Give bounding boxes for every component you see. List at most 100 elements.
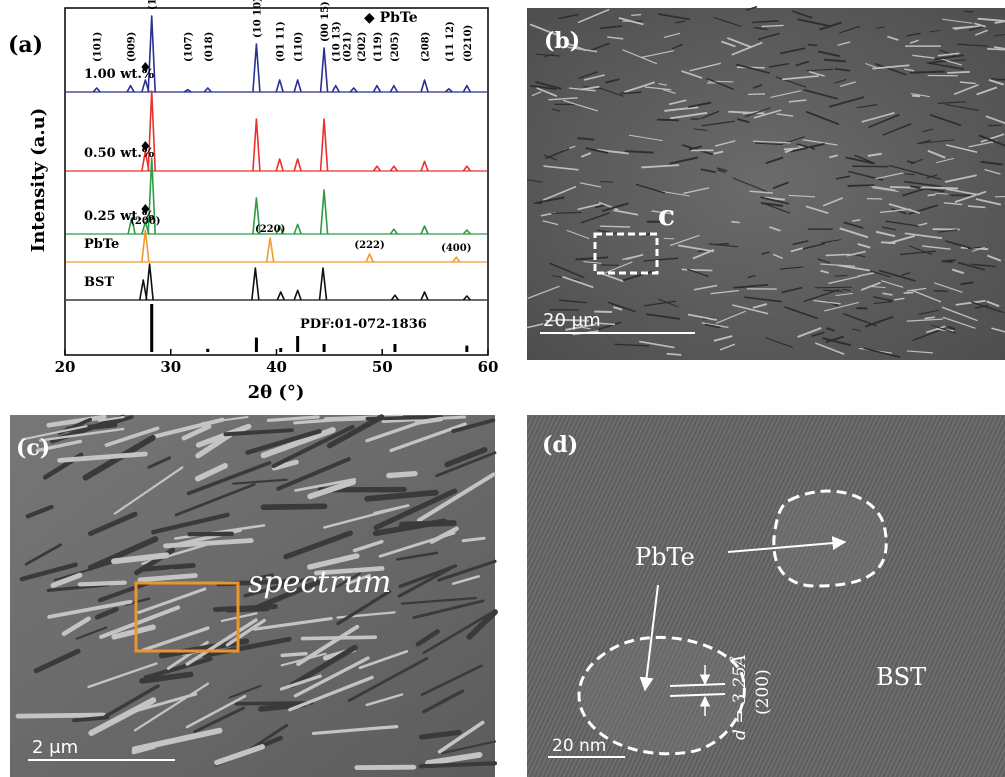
peak [127, 86, 134, 92]
hkl-label: (222) [354, 240, 384, 251]
reference-stick [255, 338, 258, 352]
sem-image [527, 8, 1005, 360]
peak [373, 166, 380, 171]
reference-stick [393, 344, 396, 352]
precipitate-outline [774, 491, 886, 586]
hkl-label: (119) [373, 32, 384, 62]
texture [881, 242, 895, 243]
texture [682, 269, 713, 270]
matrix-label: BST [876, 663, 926, 691]
peak [294, 80, 301, 92]
peak [294, 290, 301, 300]
texture [910, 71, 945, 72]
texture [920, 187, 933, 188]
hkl-label: (400) [441, 243, 471, 254]
texture [808, 45, 817, 46]
peak [146, 264, 153, 300]
texture [657, 120, 679, 121]
spacing-label: d = 3.25Å [729, 654, 750, 740]
x-tick-label: 50 [372, 358, 393, 376]
hkl-label: (200) [130, 216, 160, 227]
series-label: PDF:01-072-1836 [300, 317, 427, 332]
xrd-plot: 20304050601.00 wt.%0.50 wt.%0.25 wt.%PbT… [55, 0, 499, 376]
x-tick-label: 60 [478, 358, 499, 376]
reference-stick [279, 348, 282, 352]
scale-label: 20 μm [543, 310, 601, 331]
figure: (a) ◆ PbTe 2θ (°) Intensity (a.u) 203040… [0, 0, 1005, 777]
peak [421, 80, 428, 92]
y-axis-title: Intensity (a.u) [28, 108, 49, 252]
peak [253, 119, 260, 171]
series-label: PbTe [84, 237, 119, 252]
region-label: c [658, 199, 675, 232]
x-tick-label: 30 [160, 358, 181, 376]
panel-label: (b) [544, 28, 580, 54]
peak [366, 254, 373, 262]
texture [826, 254, 850, 255]
texture [303, 637, 376, 638]
peak [320, 268, 327, 300]
peak [390, 229, 397, 234]
hkl-label: (110) [294, 32, 305, 62]
hkl-label: (00 15) [320, 1, 331, 42]
hkl-label: (115) [148, 0, 159, 10]
peak [267, 238, 274, 262]
texture [748, 94, 765, 95]
panel-label: (a) [8, 32, 43, 58]
series-label: BST [84, 275, 114, 290]
hkl-label: (205) [390, 32, 401, 62]
texture [762, 25, 784, 26]
reference-stick [323, 344, 326, 352]
texture [834, 275, 847, 276]
plane-label: (200) [753, 669, 773, 715]
hkl-label: (202) [357, 32, 368, 62]
texture [905, 174, 916, 175]
panel-label: (d) [542, 432, 578, 458]
peak [332, 86, 339, 92]
hkl-label: (208) [421, 32, 432, 62]
hkl-label: (10 13) [332, 21, 343, 62]
texture [631, 15, 641, 16]
peak [276, 80, 283, 92]
peak [294, 224, 301, 234]
peak [463, 86, 470, 92]
texture [215, 607, 275, 610]
texture [964, 11, 973, 12]
texture [600, 226, 630, 227]
x-tick-label: 40 [266, 358, 287, 376]
peak [294, 159, 301, 171]
hkl-label: (220) [255, 224, 285, 235]
peak [321, 48, 328, 92]
hkl-label: (01 11) [276, 21, 287, 62]
peak [421, 292, 428, 300]
texture [18, 715, 104, 716]
spectrum-label: spectrum [248, 565, 391, 600]
texture [389, 474, 415, 476]
x-tick-label: 20 [55, 358, 76, 376]
hkl-label: (0210) [463, 25, 474, 62]
texture [282, 654, 306, 656]
texture [367, 417, 440, 419]
hkl-label: (009) [127, 32, 138, 62]
texture [934, 291, 948, 292]
texture [928, 195, 936, 196]
texture [731, 222, 739, 223]
texture [80, 583, 125, 585]
peak [277, 292, 284, 300]
peak [421, 226, 428, 234]
peak [276, 159, 283, 171]
hkl-label: (101) [93, 32, 104, 62]
reference-stick [150, 304, 153, 352]
peak [321, 190, 328, 234]
scale-label: 20 nm [552, 736, 606, 756]
peak [390, 166, 397, 171]
hkl-label: (107) [184, 32, 195, 62]
peak [253, 44, 260, 92]
hkl-label: (018) [204, 32, 215, 62]
texture [815, 287, 852, 288]
peak [391, 295, 398, 300]
peak [390, 86, 397, 92]
scale-label: 2 μm [32, 737, 78, 758]
texture [264, 506, 325, 507]
hkl-label: (10 10) [252, 0, 263, 38]
